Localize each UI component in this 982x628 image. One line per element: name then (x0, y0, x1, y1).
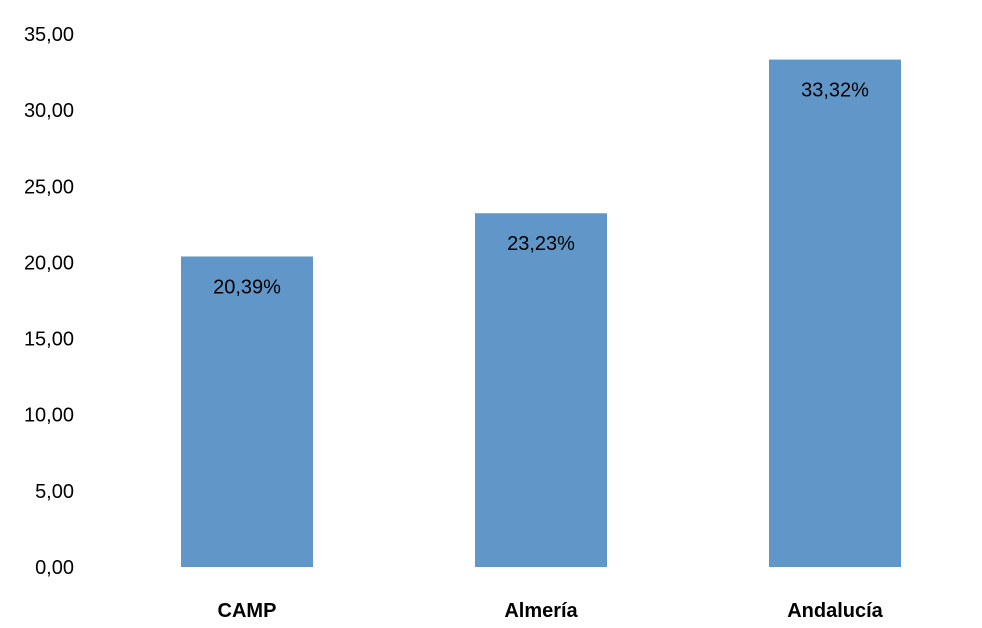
bar-andalucía (769, 59, 901, 568)
bars (181, 59, 901, 568)
x-tick-label: Almería (504, 600, 578, 622)
x-tick-label: Andalucía (787, 600, 883, 622)
bar-almería (475, 213, 607, 567)
y-tick-label: 10,00 (24, 405, 74, 427)
data-labels: 20,39% 23,23% 33,32% (213, 80, 869, 299)
y-tick-label: 25,00 (24, 176, 74, 198)
data-label: 33,32% (801, 80, 869, 102)
x-axis: CAMP Almería Andalucía (218, 600, 884, 622)
data-label: 23,23% (507, 233, 575, 255)
x-tick-label: CAMP (218, 600, 277, 622)
y-tick-label: 20,00 (24, 252, 74, 274)
y-tick-label: 35,00 (24, 24, 74, 46)
data-label: 20,39% (213, 276, 281, 298)
y-tick-label: 0,00 (35, 557, 74, 579)
y-tick-label: 15,00 (24, 329, 74, 351)
y-tick-label: 30,00 (24, 100, 74, 122)
bar-camp (181, 256, 313, 567)
y-tick-label: 5,00 (35, 481, 74, 503)
y-axis: 0,00 5,00 10,00 15,00 20,00 25,00 30,00 35,00 (24, 24, 74, 579)
